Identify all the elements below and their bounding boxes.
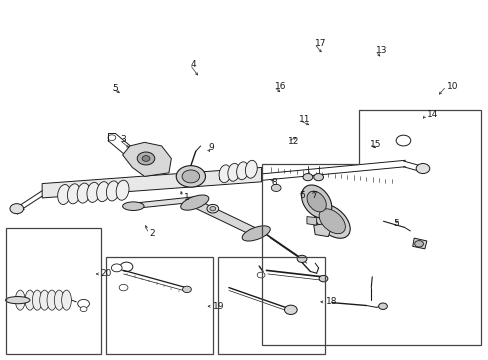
- Ellipse shape: [245, 160, 257, 178]
- Text: 4: 4: [190, 60, 196, 69]
- Ellipse shape: [122, 202, 144, 211]
- Circle shape: [119, 284, 128, 291]
- Circle shape: [10, 204, 23, 214]
- Ellipse shape: [61, 290, 71, 310]
- Ellipse shape: [219, 165, 230, 183]
- Circle shape: [209, 207, 215, 211]
- Circle shape: [319, 275, 327, 282]
- Text: 12: 12: [288, 137, 299, 146]
- Circle shape: [414, 240, 423, 247]
- Bar: [105, 257, 212, 354]
- Circle shape: [182, 286, 191, 293]
- Ellipse shape: [58, 185, 70, 204]
- Circle shape: [120, 262, 133, 271]
- Bar: [5, 228, 101, 354]
- Text: 5: 5: [112, 84, 118, 93]
- Ellipse shape: [106, 181, 119, 201]
- Circle shape: [313, 174, 323, 181]
- Polygon shape: [313, 224, 330, 237]
- Circle shape: [137, 152, 155, 165]
- Circle shape: [303, 174, 312, 181]
- Circle shape: [378, 303, 386, 310]
- Polygon shape: [412, 238, 426, 249]
- Text: 1: 1: [183, 193, 189, 202]
- Ellipse shape: [54, 290, 64, 310]
- Ellipse shape: [319, 209, 345, 234]
- Text: 5: 5: [393, 219, 399, 228]
- Circle shape: [257, 272, 264, 278]
- Circle shape: [271, 184, 281, 192]
- Text: 14: 14: [427, 110, 438, 119]
- Ellipse shape: [181, 195, 208, 210]
- Ellipse shape: [306, 191, 325, 212]
- Circle shape: [206, 204, 218, 213]
- Text: 10: 10: [447, 82, 458, 91]
- Text: 20: 20: [101, 269, 112, 278]
- Ellipse shape: [25, 290, 35, 310]
- Ellipse shape: [40, 290, 49, 310]
- Ellipse shape: [236, 162, 248, 180]
- Ellipse shape: [47, 290, 57, 310]
- Text: 13: 13: [375, 46, 387, 55]
- Text: 2: 2: [149, 229, 155, 238]
- Ellipse shape: [227, 163, 239, 181]
- Text: 16: 16: [274, 82, 285, 91]
- Circle shape: [78, 300, 89, 308]
- Ellipse shape: [5, 297, 30, 304]
- Ellipse shape: [67, 184, 80, 204]
- Circle shape: [176, 166, 205, 187]
- Bar: [217, 257, 325, 354]
- Circle shape: [182, 170, 199, 183]
- Ellipse shape: [77, 183, 90, 203]
- Ellipse shape: [301, 185, 331, 218]
- Ellipse shape: [32, 290, 42, 310]
- Text: 15: 15: [369, 140, 381, 149]
- Polygon shape: [42, 167, 261, 198]
- Ellipse shape: [116, 180, 129, 200]
- Circle shape: [395, 135, 410, 146]
- Ellipse shape: [314, 204, 349, 238]
- Ellipse shape: [87, 183, 100, 202]
- Polygon shape: [122, 142, 171, 176]
- Text: 18: 18: [326, 297, 337, 306]
- Ellipse shape: [242, 226, 270, 241]
- Polygon shape: [132, 196, 200, 209]
- Circle shape: [142, 156, 150, 161]
- Text: 3: 3: [120, 135, 125, 144]
- Circle shape: [80, 307, 87, 312]
- Circle shape: [297, 255, 306, 262]
- Text: 8: 8: [271, 178, 277, 187]
- Text: 17: 17: [315, 39, 326, 48]
- Circle shape: [284, 305, 297, 315]
- Text: 6: 6: [299, 190, 304, 199]
- Text: 11: 11: [299, 115, 310, 124]
- Polygon shape: [191, 199, 259, 237]
- Text: 19: 19: [213, 302, 224, 311]
- Circle shape: [111, 264, 122, 272]
- Ellipse shape: [15, 290, 25, 310]
- Text: 7: 7: [311, 190, 316, 199]
- Ellipse shape: [97, 182, 109, 202]
- Text: 9: 9: [207, 143, 213, 152]
- Circle shape: [415, 163, 429, 174]
- Polygon shape: [306, 217, 316, 225]
